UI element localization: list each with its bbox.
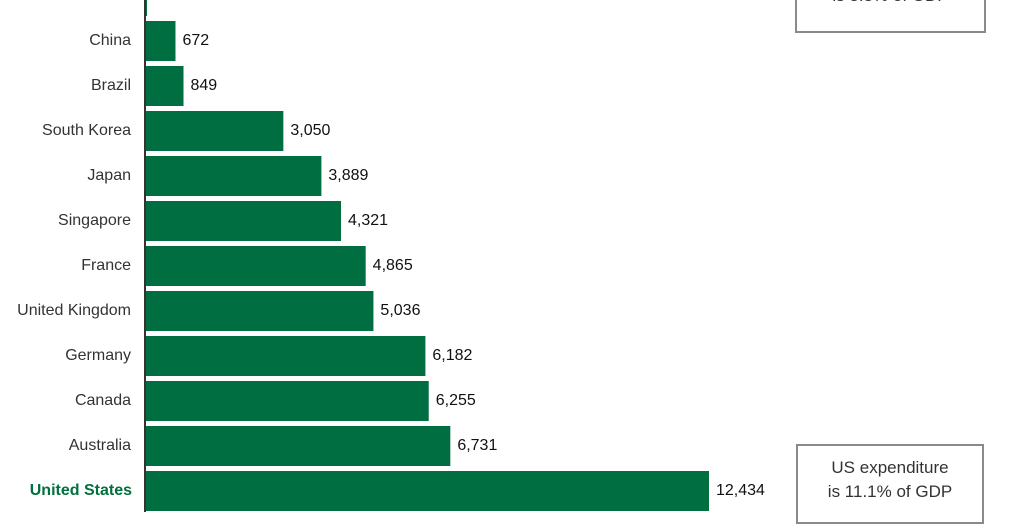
bar-singapore <box>145 201 341 241</box>
category-label-united-states: United States <box>30 482 132 499</box>
value-label-france: 4,865 <box>373 257 413 274</box>
annotation-bottom-line1: US expenditure <box>831 458 949 477</box>
category-label-united-kingdom: United Kingdom <box>17 302 131 319</box>
value-label-united-kingdom: 5,036 <box>380 302 420 319</box>
category-label-india: India <box>95 0 132 4</box>
category-label-singapore: Singapore <box>58 212 131 229</box>
annotation-top-line1: is 3.3% of GDP <box>797 0 984 8</box>
value-label-united-states: 12,434 <box>716 482 765 499</box>
category-label-japan: Japan <box>87 167 131 184</box>
bar-australia <box>145 426 451 466</box>
category-label-germany: Germany <box>65 347 131 364</box>
value-label-germany: 6,182 <box>432 347 472 364</box>
category-label-france: France <box>81 257 131 274</box>
category-label-australia: Australia <box>69 437 131 454</box>
category-label-china: China <box>89 32 131 49</box>
bar-canada <box>145 381 429 421</box>
value-label-australia: 6,731 <box>457 437 497 454</box>
bar-united-states <box>145 471 709 511</box>
value-label-brazil: 849 <box>191 77 218 94</box>
bar-south-korea <box>145 111 284 151</box>
annotation-box-top: is 3.3% of GDP <box>795 0 986 33</box>
bar-germany <box>145 336 426 376</box>
category-label-brazil: Brazil <box>91 77 131 94</box>
value-label-singapore: 4,321 <box>348 212 388 229</box>
annotation-box-us-expenditure: US expenditure is 11.1% of GDP <box>796 444 984 524</box>
bar-chart: India 36 China 672 Brazil 849 South Korea 3,050… <box>17 0 765 512</box>
bar-brazil <box>145 66 184 106</box>
bar-china <box>145 21 176 61</box>
bar-japan <box>145 156 322 196</box>
value-label-china: 672 <box>182 32 209 49</box>
bar-united-kingdom <box>145 291 374 331</box>
value-label-south-korea: 3,050 <box>290 122 330 139</box>
category-label-canada: Canada <box>75 392 131 409</box>
category-label-south-korea: South Korea <box>42 122 131 139</box>
value-label-india: 36 <box>154 0 172 4</box>
value-label-canada: 6,255 <box>436 392 476 409</box>
bar-france <box>145 246 366 286</box>
annotation-bottom-line2: is 11.1% of GDP <box>827 482 953 501</box>
value-label-japan: 3,889 <box>328 167 368 184</box>
